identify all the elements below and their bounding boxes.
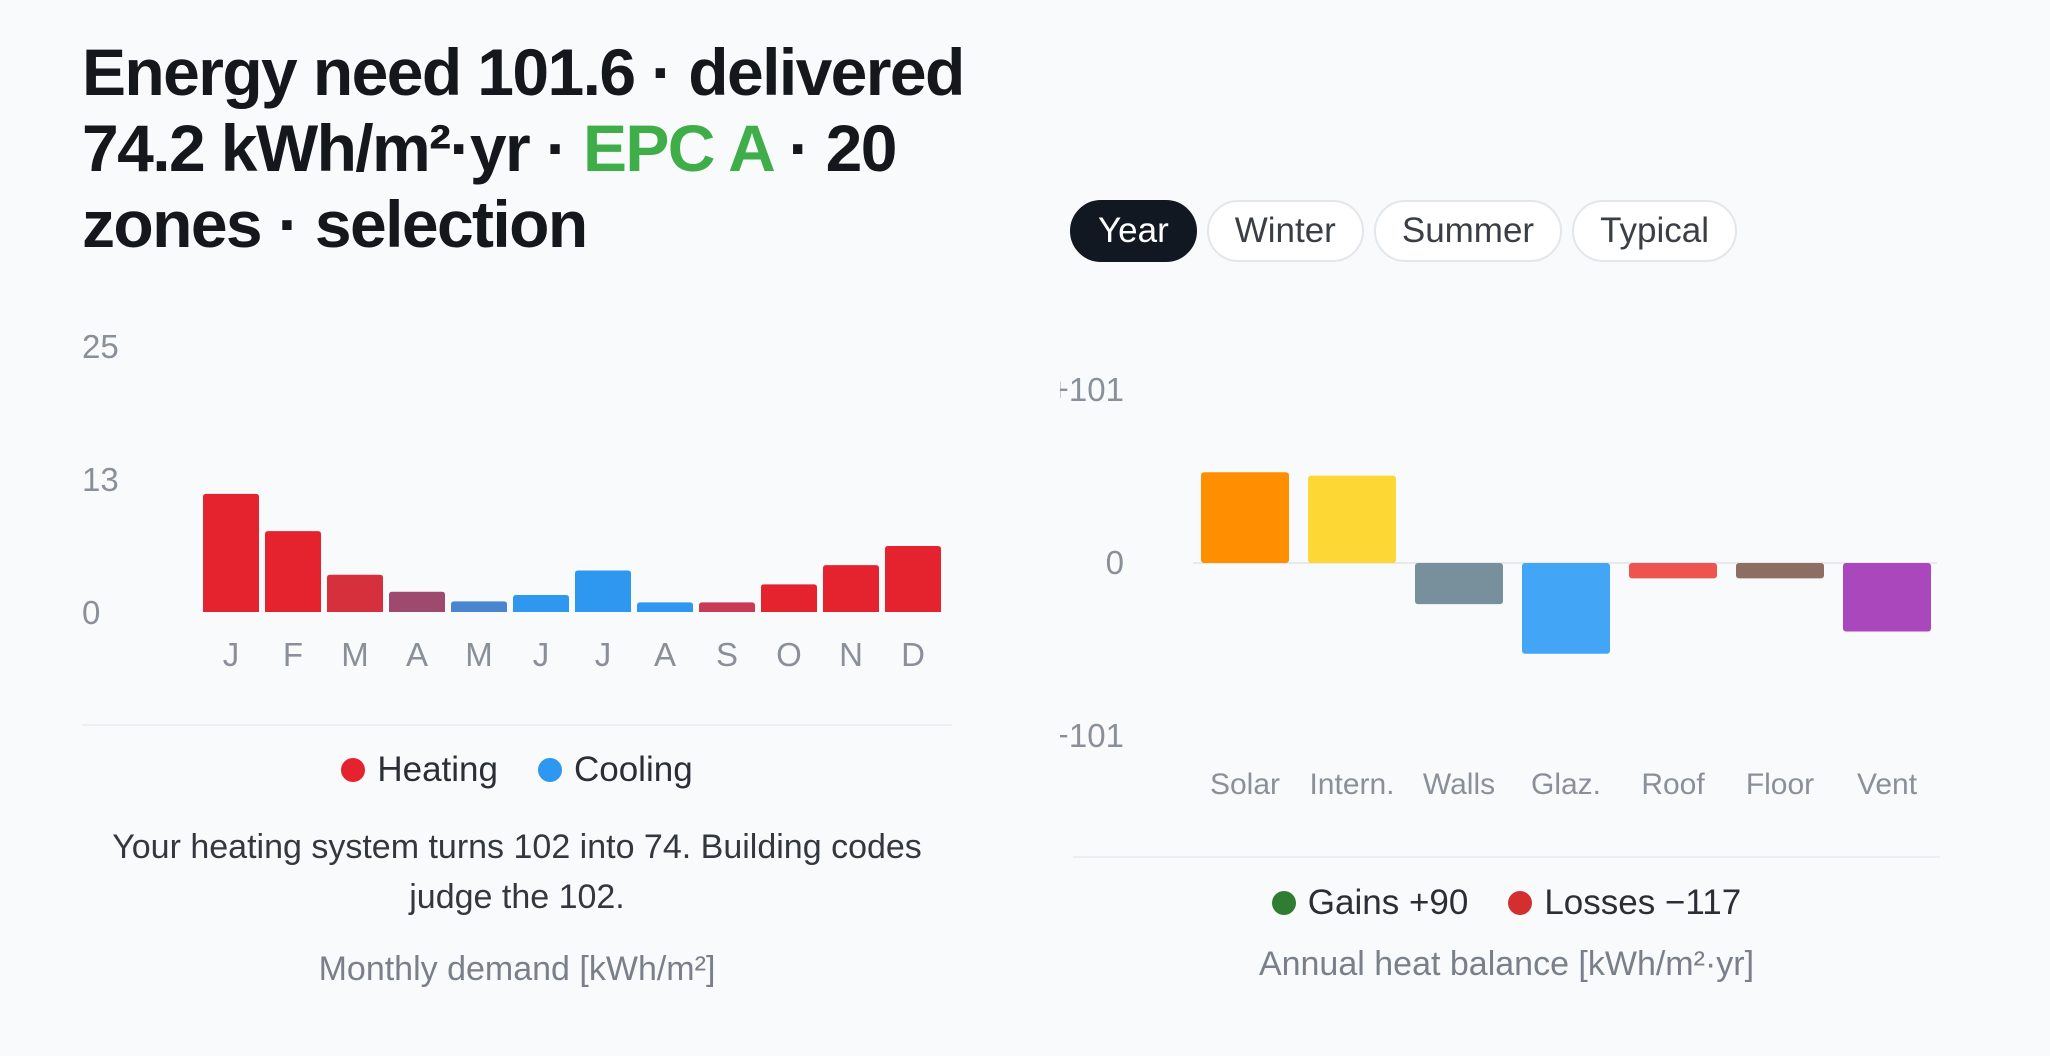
bar-walls bbox=[1415, 563, 1503, 605]
headline-prefix: Energy need 101.6 · delivered 74.2 kWh/m… bbox=[82, 35, 965, 185]
x-tick-label: M bbox=[341, 636, 369, 673]
x-tick-label: S bbox=[716, 636, 738, 673]
bar-3 bbox=[327, 574, 383, 612]
tab-typical[interactable]: Typical bbox=[1572, 200, 1738, 262]
bar-11 bbox=[823, 565, 879, 612]
legend-item-cooling: Cooling bbox=[537, 750, 693, 790]
epc-rating: EPC A bbox=[582, 111, 773, 185]
x-tick-label: Walls bbox=[1423, 768, 1495, 801]
legend-label-losses: Losses −117 bbox=[1544, 883, 1742, 922]
heating-dot-icon bbox=[341, 758, 366, 782]
bar-intern bbox=[1308, 475, 1396, 563]
bar-2 bbox=[265, 531, 321, 612]
balance-legend: Gains +90 Losses −117 bbox=[1073, 883, 1940, 923]
x-tick-label: A bbox=[406, 636, 428, 673]
x-tick-label: Intern. bbox=[1309, 768, 1394, 801]
x-tick-label: J bbox=[595, 636, 612, 673]
monthly-caption: Monthly demand [kWh/m²] bbox=[318, 950, 716, 988]
legend-item-heating: Heating bbox=[341, 750, 498, 790]
cooling-dot-icon bbox=[537, 758, 562, 782]
x-tick-label: M bbox=[465, 636, 493, 673]
x-tick-label: Floor bbox=[1746, 768, 1814, 801]
bar-6 bbox=[513, 594, 569, 612]
tab-year[interactable]: Year bbox=[1070, 200, 1197, 262]
legend-label-cooling: Cooling bbox=[573, 750, 693, 789]
y-tick-label: 13 bbox=[82, 461, 119, 498]
tab-winter[interactable]: Winter bbox=[1206, 200, 1364, 262]
x-tick-label: N bbox=[839, 636, 863, 673]
x-tick-label: F bbox=[283, 636, 303, 673]
y-tick-label: 0 bbox=[1106, 544, 1124, 581]
bar-8 bbox=[637, 602, 693, 612]
bar-solar bbox=[1201, 472, 1289, 563]
x-tick-label: J bbox=[223, 636, 240, 673]
monthly-legend: Heating Cooling bbox=[82, 750, 952, 790]
legend-label-gains: Gains +90 bbox=[1307, 883, 1469, 922]
gains-dot-icon bbox=[1271, 891, 1296, 915]
x-tick-label: Solar bbox=[1210, 768, 1280, 801]
legend-label-heating: Heating bbox=[377, 750, 498, 789]
bar-vent bbox=[1843, 563, 1931, 632]
page-title: Energy need 101.6 · delivered 74.2 kWh/m… bbox=[82, 34, 982, 262]
x-tick-label: Roof bbox=[1641, 768, 1705, 801]
y-tick-label: +101 bbox=[1060, 371, 1124, 408]
legend-item-losses: Losses −117 bbox=[1508, 883, 1741, 923]
y-tick-label: −101 bbox=[1060, 717, 1124, 754]
bar-7 bbox=[575, 570, 631, 612]
bar-roof bbox=[1629, 563, 1717, 579]
x-tick-label: J bbox=[533, 636, 550, 673]
tab-summer[interactable]: Summer bbox=[1373, 200, 1563, 262]
bar-10 bbox=[761, 584, 817, 612]
bar-12 bbox=[885, 546, 941, 612]
x-tick-label: O bbox=[776, 636, 802, 673]
period-selector: Year Winter Summer Typical bbox=[1070, 200, 1738, 266]
balance-caption: Annual heat balance [kWh/m²·yr] bbox=[1258, 945, 1755, 983]
bar-4 bbox=[389, 591, 445, 612]
y-tick-label: 25 bbox=[82, 328, 119, 365]
monthly-divider bbox=[82, 724, 952, 726]
bar-1 bbox=[203, 493, 259, 612]
bar-glaz bbox=[1522, 563, 1610, 654]
x-tick-label: A bbox=[654, 636, 676, 673]
y-tick-label: 0 bbox=[82, 594, 100, 631]
x-tick-label: Vent bbox=[1857, 768, 1918, 801]
heat-balance-chart: +101 0 −101 Solar Intern. Walls Glaz. Roof Floor… bbox=[1060, 371, 1937, 801]
bar-9 bbox=[699, 602, 755, 612]
legend-item-gains: Gains +90 bbox=[1271, 883, 1469, 923]
balance-divider bbox=[1073, 856, 1940, 858]
headline-suffix: · 20 zones · selection bbox=[82, 111, 897, 261]
monthly-note: Your heating system turns 102 into 74. B… bbox=[112, 828, 922, 916]
bar-floor bbox=[1736, 563, 1824, 579]
x-tick-label: D bbox=[901, 636, 925, 673]
x-tick-label: Glaz. bbox=[1531, 768, 1601, 801]
bar-5 bbox=[451, 601, 507, 612]
losses-dot-icon bbox=[1508, 891, 1533, 915]
